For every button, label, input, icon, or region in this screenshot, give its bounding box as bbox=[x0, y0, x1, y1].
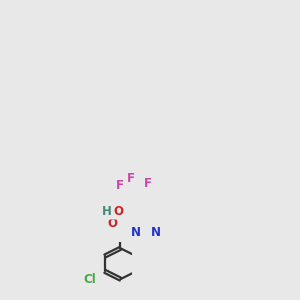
Text: F: F bbox=[116, 178, 124, 191]
Text: F: F bbox=[127, 172, 135, 185]
Text: N: N bbox=[151, 226, 161, 239]
Text: Cl: Cl bbox=[83, 273, 96, 286]
Text: F: F bbox=[144, 177, 152, 190]
Text: O: O bbox=[113, 205, 123, 218]
Text: H: H bbox=[102, 205, 112, 218]
Text: N: N bbox=[131, 226, 141, 239]
Text: O: O bbox=[108, 217, 118, 230]
